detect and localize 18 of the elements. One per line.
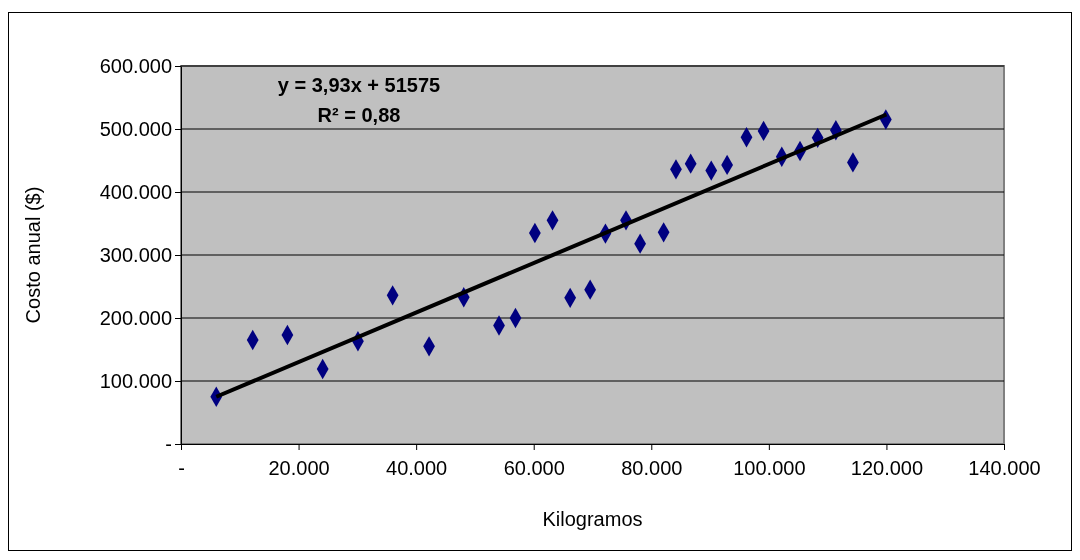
- y-tick-label: 600.000: [99, 54, 172, 77]
- x-tick-label: 40.000: [386, 457, 448, 479]
- x-tick-label: 20.000: [268, 457, 330, 479]
- y-tick-label: 200.000: [99, 306, 172, 329]
- x-tick-label: 120.000: [850, 457, 924, 479]
- x-tick-label: 60.000: [503, 457, 565, 479]
- y-tick-label: 500.000: [99, 117, 172, 140]
- x-tick-label: 140.000: [968, 457, 1041, 479]
- y-tick-label: 400.000: [99, 180, 172, 203]
- y-tick-label: -: [165, 432, 172, 455]
- x-tick-label: 100.000: [733, 457, 806, 479]
- y-tick-label: 100.000: [99, 369, 172, 392]
- annotation: y = 3,93x + 51575: [277, 74, 441, 96]
- annotation: R² = 0,88: [317, 104, 401, 126]
- x-axis-title: Kilogramos: [542, 508, 643, 530]
- x-tick-label: 80.000: [621, 457, 683, 479]
- y-tick-label: 300.000: [99, 243, 172, 266]
- y-axis-title: Costo anual ($): [22, 186, 44, 324]
